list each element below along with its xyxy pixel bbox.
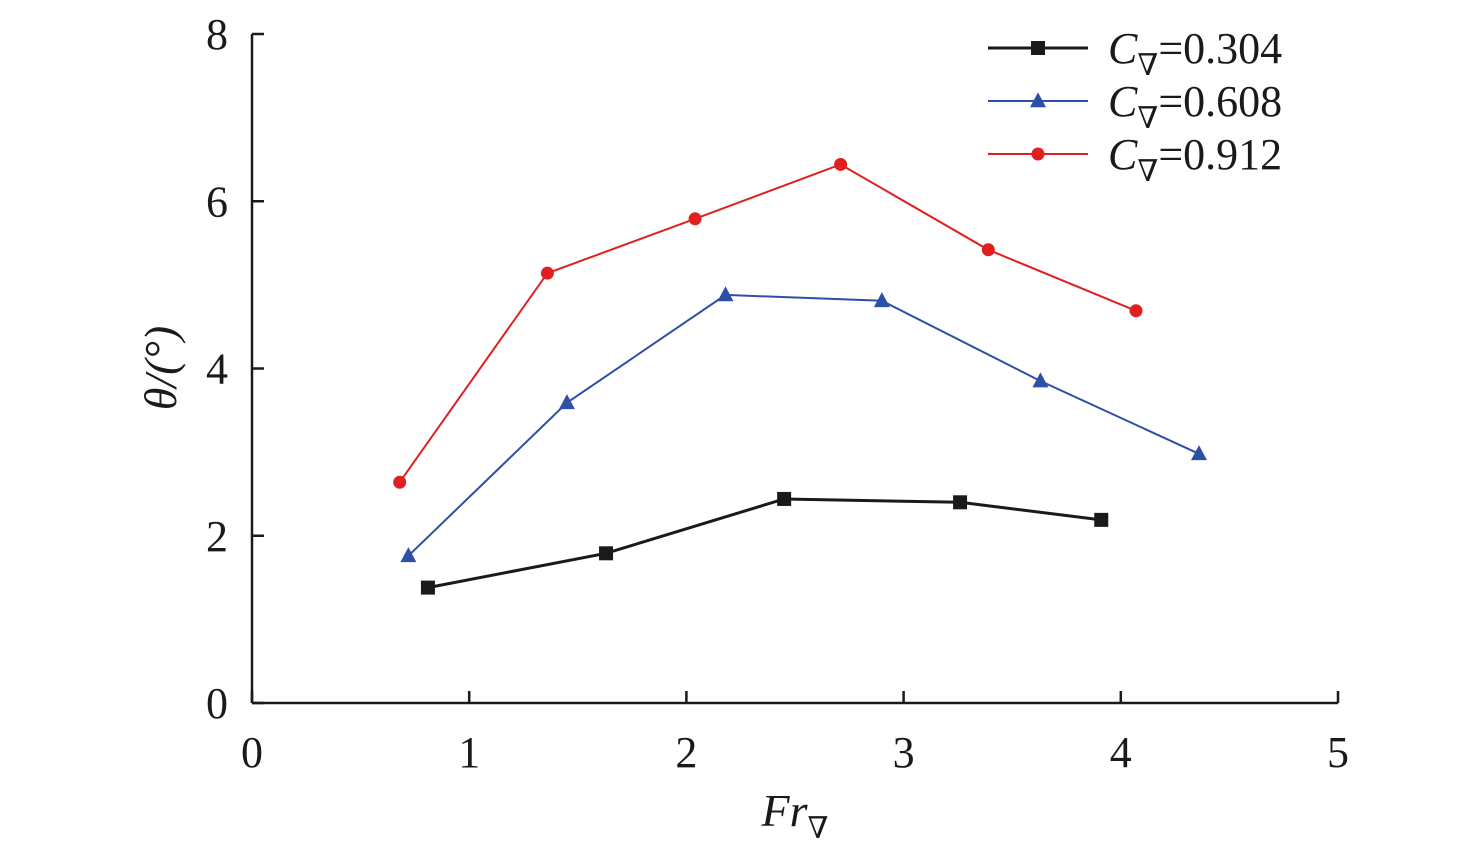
- data-point: [558, 394, 575, 410]
- x-axis-title-main: Fr: [761, 785, 809, 836]
- x-tick-label: 2: [675, 728, 697, 777]
- data-point: [540, 266, 554, 280]
- data-point: [981, 243, 995, 257]
- data-point: [873, 292, 890, 308]
- x-tick-label: 3: [893, 728, 915, 777]
- data-point: [1094, 512, 1109, 527]
- series-layer: [393, 157, 1207, 595]
- legend-label-sub: ∇: [1137, 49, 1158, 82]
- data-point: [420, 580, 435, 595]
- data-point: [953, 495, 968, 510]
- series-2: [400, 286, 1207, 563]
- legend-marker: [1031, 147, 1045, 161]
- y-tick-label: 6: [206, 177, 228, 226]
- x-tick-label: 4: [1110, 728, 1132, 777]
- legend-label: C∇=0.304: [1108, 24, 1282, 82]
- data-point: [717, 286, 734, 302]
- data-point: [834, 157, 848, 171]
- legend-entry: C∇=0.304: [988, 24, 1282, 82]
- series-line: [427, 497, 1102, 590]
- x-axis-title-sub: ∇: [808, 812, 829, 845]
- data-point: [599, 546, 614, 561]
- series-line: [407, 293, 1200, 557]
- y-axis-title: θ/(°): [135, 326, 186, 410]
- series-1: [420, 491, 1109, 595]
- y-tick-label: 4: [206, 345, 228, 394]
- data-point: [1032, 372, 1049, 388]
- series-3: [393, 157, 1143, 489]
- legend-entry: C∇=0.608: [988, 77, 1282, 135]
- legend-label-prefix: C: [1108, 24, 1138, 73]
- data-point: [393, 475, 407, 489]
- legend-marker: [1031, 41, 1045, 55]
- x-tick-label: 5: [1327, 728, 1349, 777]
- legend-label: C∇=0.608: [1108, 77, 1282, 135]
- series-line: [398, 163, 1137, 483]
- legend-label-sub: ∇: [1137, 102, 1158, 135]
- data-point: [400, 547, 417, 563]
- y-tick-label: 8: [206, 10, 228, 59]
- x-tick-label: 1: [458, 728, 480, 777]
- ticks: 0 1 2 3 4 5 0 2 4 6 8: [206, 10, 1349, 777]
- x-tick-label: 0: [241, 728, 263, 777]
- data-point: [1190, 445, 1207, 461]
- legend-label: C∇=0.912: [1108, 130, 1282, 188]
- y-tick-label: 2: [206, 512, 228, 561]
- legend-label-prefix: C: [1108, 130, 1138, 179]
- legend-entry: C∇=0.912: [988, 130, 1282, 188]
- legend-label-prefix: C: [1108, 77, 1138, 126]
- data-point: [777, 491, 792, 506]
- data-point: [688, 212, 702, 226]
- y-tick-label: 0: [206, 679, 228, 728]
- legend-label-sub: ∇: [1137, 155, 1158, 188]
- legend-label-suffix: =0.304: [1158, 24, 1282, 73]
- legend-label-suffix: =0.608: [1158, 77, 1282, 126]
- legend-label-suffix: =0.912: [1158, 130, 1282, 179]
- data-point: [1129, 304, 1143, 318]
- legend-marker: [1030, 92, 1046, 108]
- x-axis-title: Fr∇: [761, 785, 829, 845]
